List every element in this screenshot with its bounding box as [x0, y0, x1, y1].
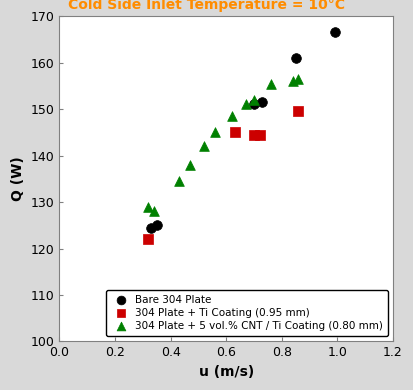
304 Plate + 5 vol.% CNT / Ti Coating (0.80 mm): [228, 113, 235, 119]
Text: Cold Side Inlet Temperature = 10°C: Cold Side Inlet Temperature = 10°C: [68, 0, 345, 12]
Bare 304 Plate: [147, 225, 154, 231]
Y-axis label: Q (W): Q (W): [11, 156, 25, 201]
Bare 304 Plate: [292, 55, 298, 61]
304 Plate + 5 vol.% CNT / Ti Coating (0.80 mm): [175, 178, 182, 184]
304 Plate + 5 vol.% CNT / Ti Coating (0.80 mm): [186, 162, 193, 168]
304 Plate + Ti Coating (0.95 mm): [250, 131, 257, 138]
304 Plate + 5 vol.% CNT / Ti Coating (0.80 mm): [211, 129, 218, 135]
X-axis label: u (m/s): u (m/s): [198, 365, 253, 379]
304 Plate + 5 vol.% CNT / Ti Coating (0.80 mm): [150, 208, 157, 215]
304 Plate + Ti Coating (0.95 mm): [294, 108, 301, 115]
304 Plate + 5 vol.% CNT / Ti Coating (0.80 mm): [242, 101, 248, 108]
304 Plate + 5 vol.% CNT / Ti Coating (0.80 mm): [250, 97, 257, 103]
304 Plate + Ti Coating (0.95 mm): [231, 129, 237, 135]
Legend: Bare 304 Plate, 304 Plate + Ti Coating (0.95 mm), 304 Plate + 5 vol.% CNT / Ti C: Bare 304 Plate, 304 Plate + Ti Coating (…: [105, 290, 387, 336]
304 Plate + 5 vol.% CNT / Ti Coating (0.80 mm): [294, 76, 301, 82]
304 Plate + 5 vol.% CNT / Ti Coating (0.80 mm): [289, 78, 296, 84]
304 Plate + Ti Coating (0.95 mm): [145, 236, 151, 242]
304 Plate + 5 vol.% CNT / Ti Coating (0.80 mm): [200, 143, 207, 149]
304 Plate + Ti Coating (0.95 mm): [256, 131, 262, 138]
304 Plate + 5 vol.% CNT / Ti Coating (0.80 mm): [145, 204, 151, 210]
Bare 304 Plate: [153, 222, 160, 229]
Bare 304 Plate: [250, 101, 257, 108]
Bare 304 Plate: [330, 29, 337, 35]
304 Plate + 5 vol.% CNT / Ti Coating (0.80 mm): [267, 80, 273, 87]
Bare 304 Plate: [259, 99, 265, 105]
